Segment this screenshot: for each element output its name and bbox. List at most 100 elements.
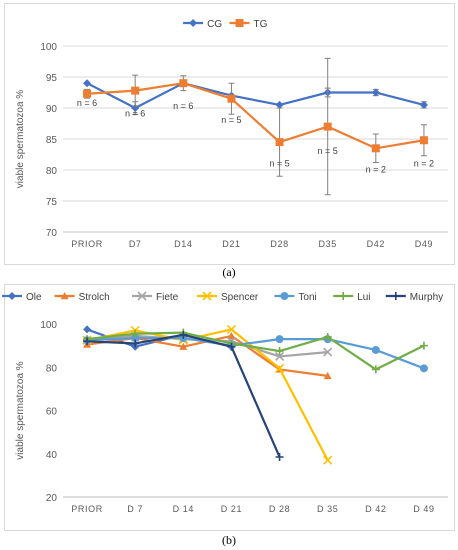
caption-b: (b): [222, 533, 236, 547]
chart-b-legend-marker: [391, 292, 400, 300]
chart-b-legend-marker: [137, 291, 147, 301]
chart-a-xtick-label: D14: [174, 239, 192, 249]
chart-b-series-toni-point: [275, 335, 284, 344]
chart-b-series-lui-point: [323, 332, 332, 341]
chart-a-annotation: n = 2: [366, 164, 386, 174]
chart-b-legend-label: Strolch: [79, 292, 110, 303]
chart-b-series-strolch-point: [227, 331, 236, 340]
chart-a-series-tg-point: [371, 144, 380, 153]
chart-b-legend-item-toni: Toni: [274, 292, 317, 303]
chart-a-series-tg-point: [275, 138, 284, 147]
chart-b-series-lui-point: [275, 347, 284, 356]
chart-b-xtick-label: PRIOR: [71, 504, 103, 514]
chart-b-ytick-label: 80: [46, 363, 58, 374]
chart-a-xtick-label: D42: [367, 239, 385, 249]
chart-a-annotation: n = 6: [173, 101, 193, 111]
chart-b-legend-marker: [60, 292, 69, 300]
chart-b-ytick-label: 60: [46, 407, 58, 418]
chart-panel-b: 20 40 60 80 100 PRIOR D 7 D 14 D 21 D 28 D 35 D 42 D…: [2, 284, 455, 531]
chart-a-series-cg-line: [86, 82, 425, 110]
chart-a-series-tg-point: [83, 89, 92, 98]
chart-a-series-tg-point: [227, 94, 236, 103]
chart-a-series-tg-point: [179, 79, 188, 88]
chart-b-xtick-label: D 7: [127, 504, 143, 514]
chart-a-series-tg-point: [419, 136, 428, 145]
chart-b-series-toni-line: [87, 336, 425, 370]
chart-b-series-fiete-point: [274, 351, 285, 362]
chart-b-ytick-label: 40: [46, 450, 58, 461]
chart-b-svg: 20 40 60 80 100 PRIOR D 7 D 14 D 21 D 28 D 35 D 42 D…: [2, 291, 448, 514]
chart-b-legend-item-murphy: Murphy: [385, 292, 443, 303]
chart-a-series-tg-line: [86, 82, 425, 150]
chart-a-legend-marker: [189, 19, 198, 27]
chart-b-legend-marker: [280, 292, 289, 300]
chart-a-ytick-label: 80: [46, 166, 58, 177]
chart-b-legend-label: Ole: [26, 292, 42, 303]
chart-b-xtick-label: D 14: [173, 504, 194, 514]
chart-b-series-lui-point: [131, 329, 140, 338]
chart-b-series-toni-point: [371, 345, 380, 354]
chart-a-annotation: n = 6: [77, 98, 97, 108]
chart-b-legend-marker: [339, 292, 348, 300]
chart-a-legend-label: TG: [254, 19, 268, 30]
chart-b-series-murphy-point: [131, 339, 140, 348]
chart-a-ytick-label: 90: [46, 104, 58, 115]
chart-b-legend-label: Murphy: [410, 292, 443, 303]
chart-a-series-cg-point: [83, 79, 92, 88]
chart-a-legend-marker: [235, 19, 244, 27]
chart-b-series-toni-point: [419, 364, 428, 373]
chart-b-legend-item-ole: Ole: [2, 292, 42, 303]
chart-b-series-toni-point: [131, 334, 140, 343]
chart-a-ytick-label: 70: [46, 228, 58, 239]
chart-a-xtick-label: D7: [129, 239, 142, 249]
chart-a-xtick-label: PRIOR: [71, 239, 103, 249]
chart-a-series-cg-point: [371, 88, 380, 97]
chart-b-legend-item-lui: Lui: [333, 292, 371, 303]
chart-b-legend-label: Toni: [298, 292, 316, 303]
chart-b-legend-item-spencer: Spencer: [197, 291, 259, 303]
chart-a-annotation: n = 2: [414, 158, 434, 168]
chart-b-series-ole-point: [83, 325, 92, 334]
chart-a-ytick-label: 95: [46, 73, 58, 84]
chart-panel-a: 70 75 80 85 90 95 100 PRIOR D7 D14 D21 D28 D35 D42 D49…: [4, 3, 455, 265]
chart-b-series-strolch-point: [323, 371, 332, 380]
chart-b-series-murphy-line: [87, 333, 281, 458]
chart-b-legend-item-strolch: Strolch: [54, 292, 110, 303]
chart-a-annotation: n = 5: [221, 115, 241, 125]
chart-b-y-axis-title: viable spermatozoa %: [15, 361, 26, 459]
chart-b-series-murphy-point: [83, 337, 92, 346]
chart-b-series-spencer-point: [323, 455, 333, 465]
chart-b-series-spencer-point: [226, 324, 237, 334]
chart-b-series-spencer-point: [274, 363, 285, 373]
chart-a-series-cg-point: [275, 100, 284, 109]
chart-a-annotation: n = 5: [318, 146, 338, 156]
chart-a-annotation: n = 6: [125, 109, 145, 119]
chart-a-xtick-label: D35: [319, 239, 337, 249]
chart-b-legend-label: Lui: [357, 292, 370, 303]
chart-b-series-strolch-point: [179, 342, 188, 350]
chart-b-legend-marker: [202, 291, 212, 301]
chart-a-legend-item-cg: CG: [183, 19, 222, 30]
chart-b-series-murphy-point: [179, 330, 188, 339]
chart-a-ytick-label: 85: [46, 135, 58, 146]
chart-a-xtick-label: D28: [270, 239, 288, 249]
chart-b-series-lui-point: [371, 365, 380, 374]
chart-b-series-spencer-line: [86, 328, 329, 461]
chart-a-legend-label: CG: [207, 19, 222, 30]
chart-b-legend-label: Fiete: [156, 292, 179, 303]
chart-a-series-tg-point: [323, 122, 332, 131]
chart-b-xtick-label: D 35: [317, 504, 338, 514]
chart-b-legend-marker: [8, 292, 16, 300]
chart-a-series-cg-point: [419, 100, 428, 109]
chart-b-ytick-label: 20: [46, 493, 58, 504]
chart-b-xtick-label: D 42: [365, 504, 386, 514]
chart-b-xtick-label: D 28: [269, 504, 290, 514]
chart-b-legend-label: Spencer: [221, 292, 259, 303]
caption-a: (a): [222, 265, 236, 279]
chart-a-xtick-label: D21: [222, 239, 240, 249]
chart-a-ytick-label: 100: [40, 42, 57, 53]
chart-b-series-murphy-point: [227, 342, 236, 351]
chart-a-y-axis-title: viable spermatozoa %: [15, 90, 26, 188]
chart-b-series-fiete-point: [323, 347, 333, 357]
chart-b-xtick-label: D 21: [221, 504, 242, 514]
